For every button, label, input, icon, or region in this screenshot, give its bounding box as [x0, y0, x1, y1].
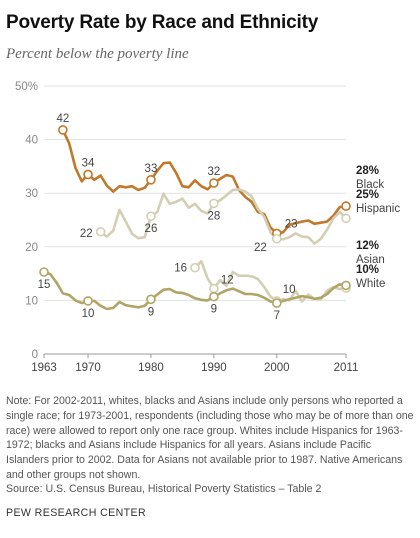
chart-title: Poverty Rate by Race and Ethnicity	[6, 12, 319, 33]
chart-note: Note: For 2002-2011, whites, blacks and …	[6, 395, 414, 481]
asian-end-name: Asian	[356, 254, 385, 266]
asian-marker	[209, 283, 219, 294]
hispanic-marker	[209, 198, 219, 209]
hispanic-value-label: 22	[80, 228, 93, 240]
hispanic-line	[99, 188, 348, 245]
white-value-label: 10	[82, 308, 95, 320]
hispanic-value-label: 28	[207, 210, 220, 222]
brand-label: PEW RESEARCH CENTER	[6, 507, 147, 519]
black-value-label: 34	[82, 157, 95, 169]
x-tick-label: 1970	[75, 362, 101, 374]
black-end-name: Black	[356, 179, 384, 191]
asian-value-label: 10	[283, 284, 296, 296]
y-tick-label: 30	[25, 188, 38, 200]
black-value-label: 42	[56, 113, 69, 125]
white-end-marker	[341, 280, 351, 291]
hispanic-value-label: 26	[145, 223, 158, 235]
asian-marker	[190, 262, 200, 273]
chart-source: Source: U.S. Census Bureau, Historical P…	[6, 483, 322, 495]
black-end-value: 28%	[356, 165, 379, 177]
white-end-name: White	[356, 278, 385, 290]
black-marker	[146, 175, 156, 185]
black-marker	[83, 169, 93, 180]
black-value-label: 32	[207, 166, 220, 178]
y-tick-label: 0	[32, 349, 38, 361]
white-value-label: 9	[148, 306, 154, 318]
asian-value-label: 12	[221, 275, 234, 287]
series-lines	[42, 128, 348, 311]
white-value-label: 9	[211, 304, 217, 316]
white-line	[42, 270, 348, 311]
poverty-line-chart: 0 10 20 30 40 50% 1963 1970 1980 1990 2000 2011 42…	[15, 81, 400, 374]
y-tick-label: 50%	[15, 81, 38, 93]
hispanic-marker	[95, 226, 106, 237]
hispanic-marker	[146, 211, 156, 222]
white-marker	[209, 291, 219, 302]
hispanic-marker	[271, 233, 282, 244]
black-line	[61, 128, 348, 235]
x-tick-label: 1990	[201, 362, 227, 374]
y-tick-label: 20	[25, 242, 38, 254]
white-marker	[83, 296, 93, 306]
asian-line	[193, 260, 348, 303]
x-axis-ticks: 1963 1970 1980 1990 2000 2011	[31, 354, 358, 374]
asian-end-value: 12%	[356, 240, 379, 252]
white-value-label: 15	[38, 279, 51, 291]
white-marker	[146, 294, 156, 305]
chart-subtitle: Percent below the poverty line	[6, 46, 189, 62]
y-tick-label: 10	[25, 295, 38, 307]
y-axis-ticks: 0 10 20 30 40 50%	[15, 81, 38, 361]
hispanic-end-value: 25%	[356, 189, 379, 201]
white-value-label: 7	[274, 310, 280, 322]
black-marker	[209, 178, 219, 188]
asian-value-label: 16	[174, 263, 187, 275]
hispanic-end-name: Hispanic	[356, 203, 400, 215]
x-tick-label: 1980	[138, 362, 164, 374]
black-end-marker	[341, 201, 351, 211]
white-end-value: 10%	[356, 264, 379, 276]
x-tick-label: 1963	[31, 362, 57, 374]
y-tick-label: 40	[25, 135, 38, 147]
black-value-label: 33	[145, 163, 158, 175]
hispanic-value-label: 22	[254, 242, 267, 254]
white-marker	[271, 298, 282, 308]
hispanic-end-marker	[341, 213, 351, 224]
data-markers: 42 34 33 32 23 22 26 28 22 16 12 10 15 10 9 9 7	[38, 113, 351, 322]
white-marker	[39, 267, 49, 277]
x-tick-label: 2000	[264, 362, 290, 374]
black-marker	[58, 125, 68, 135]
black-value-label: 23	[285, 218, 298, 230]
x-tick-label: 2011	[334, 362, 359, 374]
